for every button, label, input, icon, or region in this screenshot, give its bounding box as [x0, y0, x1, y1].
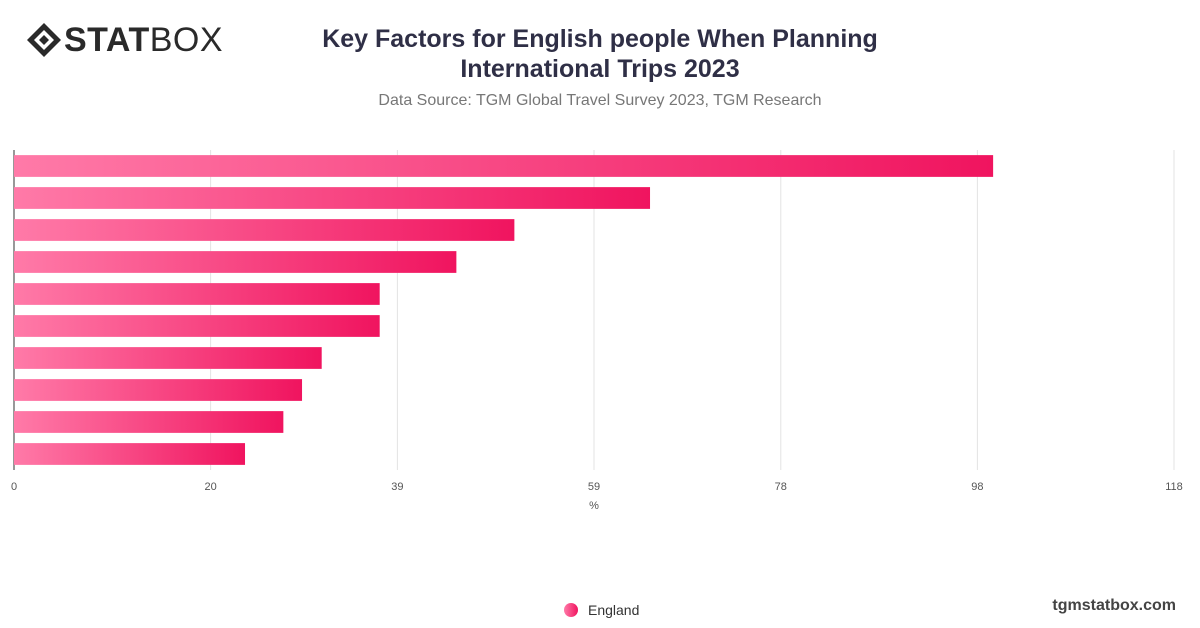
x-tick-label: 118 [1165, 481, 1183, 493]
x-tick-label: 78 [775, 481, 787, 493]
website-watermark: tgmstatbox.com [1052, 597, 1176, 614]
bar-chart: 0 20 39 59 78 98 118 % [11, 150, 1183, 512]
x-tick-label: 39 [391, 481, 403, 493]
statbox-diamond-icon [27, 23, 61, 57]
x-tick-label: 0 [11, 481, 17, 493]
bar[interactable] [14, 283, 380, 305]
logo-bold-text: STAT [64, 21, 150, 59]
bar[interactable] [14, 379, 303, 401]
legend-label: England [588, 602, 640, 618]
bars [14, 155, 994, 465]
bar[interactable] [14, 187, 651, 209]
x-tick-label: 59 [588, 481, 600, 493]
bar[interactable] [14, 315, 380, 337]
x-axis-label: % [589, 500, 599, 512]
bar[interactable] [14, 411, 284, 433]
legend-swatch-icon [564, 603, 578, 617]
chart-subtitle: Data Source: TGM Global Travel Survey 20… [378, 92, 822, 109]
bar[interactable] [14, 155, 994, 177]
x-tick-label: 20 [204, 481, 216, 493]
logo-wordmark: STATBOX [64, 22, 223, 58]
bar[interactable] [14, 443, 246, 465]
bar[interactable] [14, 347, 322, 369]
x-tick-label: 98 [971, 481, 983, 493]
legend[interactable]: England [564, 602, 639, 618]
logo-light-text: BOX [149, 21, 224, 59]
chart-title: Key Factors for English people When Plan… [322, 25, 878, 83]
bar[interactable] [14, 219, 515, 241]
statbox-logo: STATBOX [26, 22, 223, 58]
bar[interactable] [14, 251, 457, 273]
x-axis-ticks: 0 20 39 59 78 98 118 [11, 481, 1183, 493]
